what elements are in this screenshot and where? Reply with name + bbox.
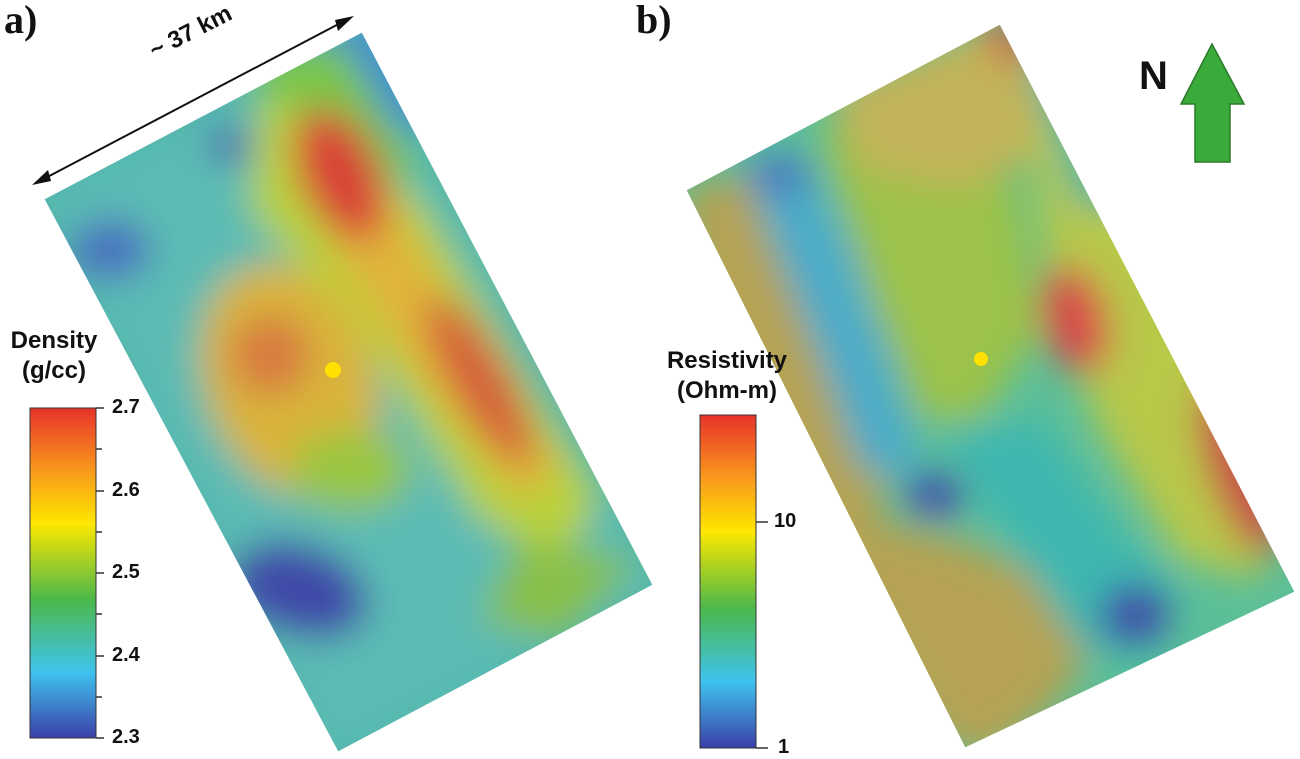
density-colorbar xyxy=(29,407,104,739)
panel-label-b: b) xyxy=(636,0,672,42)
scale-bar-arrow xyxy=(32,16,354,185)
well-marker-a xyxy=(325,362,341,378)
resistivity-title-line1: Resistivity xyxy=(666,347,788,374)
density-tick-label: 2.6 xyxy=(112,479,140,501)
north-label: N xyxy=(1139,54,1168,98)
density-tick-label: 2.3 xyxy=(112,726,140,748)
density-map xyxy=(43,31,654,753)
panel-label-a: a) xyxy=(4,0,38,42)
density-tick-label: 2.5 xyxy=(112,561,140,583)
density-title-line2: (g/cc) xyxy=(21,357,86,384)
resistivity-tick-label: 10 xyxy=(774,510,797,532)
resistivity-colorbar-title: Resistivity (Ohm-m) xyxy=(632,346,822,406)
resistivity-title-line2: (Ohm-m) xyxy=(677,377,777,404)
density-title-line1: Density xyxy=(10,327,98,354)
resistivity-colorbar xyxy=(699,414,768,749)
north-arrow-icon xyxy=(1179,42,1246,163)
density-tick-label: 2.7 xyxy=(112,396,140,418)
well-marker-b xyxy=(974,352,988,366)
density-colorbar-title: Density (g/cc) xyxy=(2,326,106,386)
density-tick-label: 2.4 xyxy=(112,644,140,666)
resistivity-tick-label: 1 xyxy=(778,736,790,758)
